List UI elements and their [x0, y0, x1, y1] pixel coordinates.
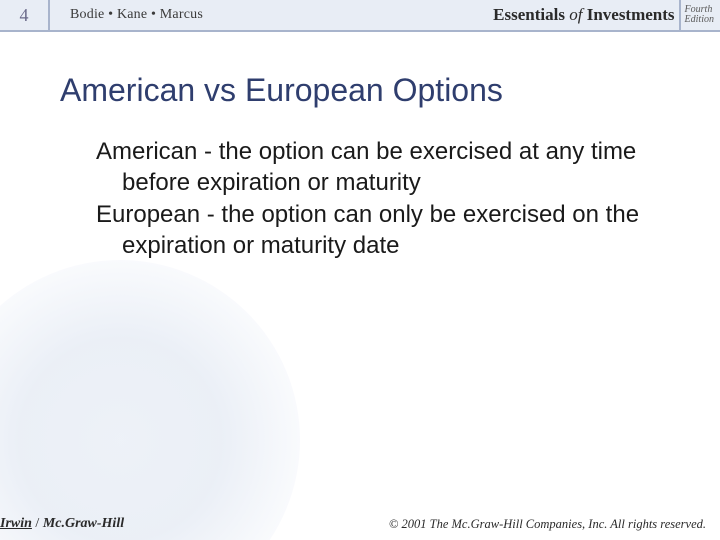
book-title-wrap: Essentials of Investments Fourth Edition	[493, 0, 720, 31]
body-paragraph: American - the option can be exercised a…	[96, 137, 660, 198]
slide-body: American - the option can be exercised a…	[96, 137, 660, 262]
book-title-investments: Investments	[587, 5, 675, 24]
publisher-mgh: Mc.Graw-Hill	[43, 516, 124, 531]
book-title: Essentials of Investments	[493, 5, 678, 25]
slide-title: American vs European Options	[60, 72, 720, 109]
edition-line-2: Edition	[685, 15, 714, 25]
publisher: Irwin / Mc.Graw-Hill	[0, 516, 124, 532]
edition-box: Fourth Edition	[679, 0, 720, 31]
body-paragraph: European - the option can only be exerci…	[96, 200, 660, 261]
slide-header: 4 Bodie • Kane • Marcus Essentials of In…	[0, 0, 720, 32]
page-number: 4	[0, 0, 50, 31]
publisher-separator: /	[32, 516, 43, 531]
copyright: © 2001 The Mc.Graw-Hill Companies, Inc. …	[389, 517, 706, 532]
authors: Bodie • Kane • Marcus	[50, 7, 493, 23]
book-title-of: of	[569, 5, 582, 24]
slide-footer: Irwin / Mc.Graw-Hill © 2001 The Mc.Graw-…	[0, 516, 720, 532]
publisher-irwin: Irwin	[0, 516, 32, 531]
background-watermark	[0, 260, 300, 540]
book-title-essentials: Essentials	[493, 5, 565, 24]
